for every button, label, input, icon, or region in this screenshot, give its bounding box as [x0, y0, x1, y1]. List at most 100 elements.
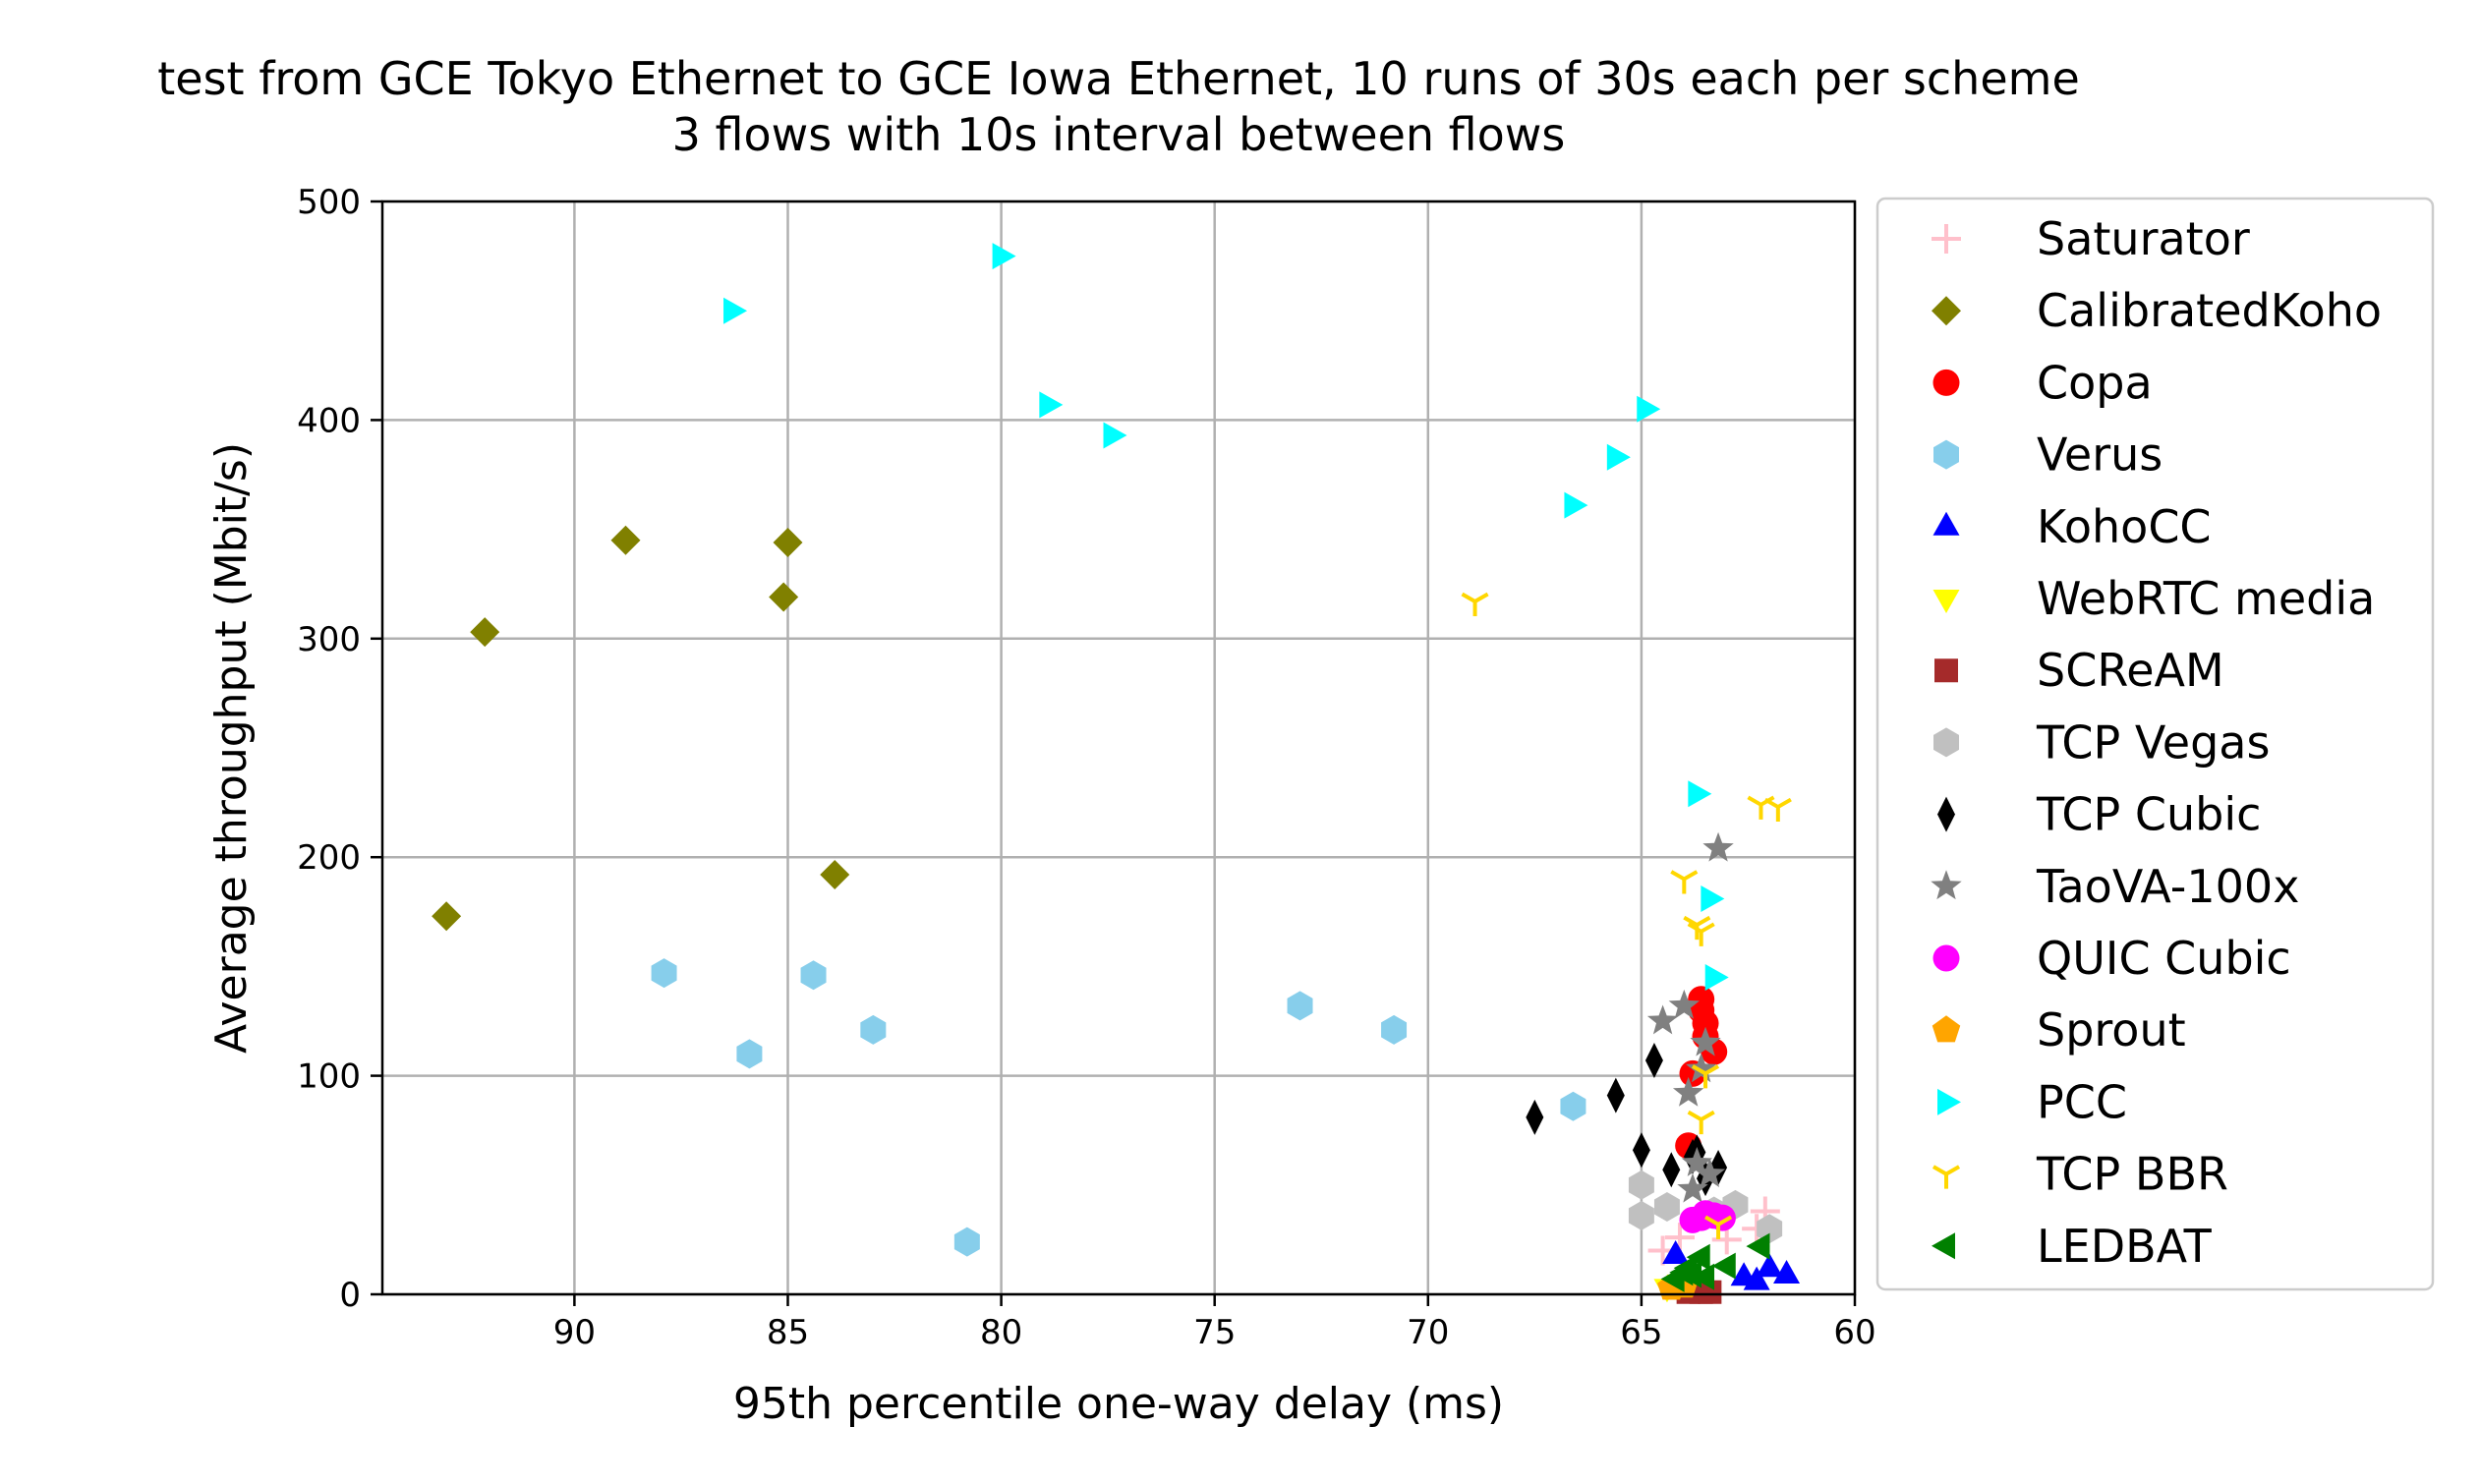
legend-label: QUIC Cubic [2037, 932, 2291, 985]
legend-marker [1932, 1165, 1961, 1189]
data-point [1672, 1076, 1704, 1107]
data-point [1687, 922, 1715, 946]
data-point [1103, 422, 1127, 449]
legend-label: Copa [2037, 356, 2153, 409]
series-kohocc [1662, 1239, 1801, 1290]
legend-label: TCP BBR [2036, 1148, 2228, 1201]
grid-lines [382, 200, 1857, 1296]
data-point [992, 243, 1016, 270]
legend-frame [1875, 197, 2435, 1291]
data-point [1632, 1132, 1650, 1169]
legend-label: Saturator [2037, 212, 2250, 265]
data-point [1668, 989, 1701, 1019]
y-tick-label: 0 [339, 1276, 361, 1315]
legend-item: CalibratedKoho [1932, 284, 2382, 337]
legend-label: KohoCC [2037, 500, 2212, 553]
data-point [1711, 1252, 1736, 1280]
y-tick-label: 100 [297, 1057, 361, 1097]
data-point [1704, 964, 1729, 992]
y-tick-label: 400 [297, 401, 361, 440]
data-point [1662, 1152, 1681, 1188]
legend-marker [1937, 796, 1955, 832]
x-tick-label: 70 [1407, 1313, 1449, 1352]
data-point [1746, 1232, 1770, 1260]
data-point [953, 1227, 980, 1257]
legend-item: TaoVA-100x [1931, 860, 2299, 913]
series-calibratedkoho [432, 525, 850, 932]
legend-item: Sprout [1932, 1003, 2186, 1056]
data-point [800, 960, 827, 991]
legend-label: SCReAM [2037, 644, 2224, 697]
data-point [1637, 395, 1661, 423]
series-taova-100x [1646, 831, 1734, 1203]
x-tick-label: 65 [1620, 1313, 1662, 1352]
data-point [1708, 1204, 1736, 1231]
data-point [1694, 1158, 1726, 1188]
legend-label: Verus [2037, 428, 2163, 482]
data-point [1681, 1147, 1713, 1176]
x-axis-label: 95th percentile one-way delay (ms) [733, 1379, 1504, 1429]
y-tick-label: 300 [297, 620, 361, 659]
x-tick-label: 80 [980, 1313, 1022, 1352]
legend-label: Sprout [2037, 1003, 2186, 1056]
plot-frame [380, 200, 1857, 1296]
data-point [1757, 1214, 1783, 1244]
legend-item: Verus [1933, 428, 2163, 482]
data-point [1687, 1110, 1715, 1135]
data-point [1381, 1014, 1408, 1045]
y-tick-label: 200 [297, 838, 361, 878]
legend-item: WebRTC media [1932, 572, 2375, 625]
series-tcp-bbr [1461, 592, 1792, 1239]
x-tick-label: 85 [767, 1313, 809, 1352]
x-tick-label: 75 [1193, 1313, 1236, 1352]
legend-marker [1932, 369, 1960, 396]
legend-item: Copa [1932, 356, 2153, 409]
legend-marker [1932, 944, 1960, 972]
data-point [432, 901, 462, 932]
data-point [1702, 831, 1734, 862]
legend-label: PCC [2037, 1075, 2127, 1128]
series-verus [651, 958, 1586, 1257]
legend-marker [1934, 658, 1958, 683]
data-point [651, 958, 677, 989]
data-point [1644, 1043, 1663, 1079]
legend-marker [1932, 224, 1961, 254]
data-point [610, 525, 641, 555]
data-point [1653, 1192, 1680, 1223]
data-point [860, 1014, 887, 1045]
legend-marker [1937, 1088, 1961, 1115]
legend-marker [1932, 511, 1960, 536]
data-point [1628, 1170, 1654, 1200]
legend-label: TCP Vegas [2036, 715, 2270, 769]
data-point [1773, 1259, 1801, 1284]
legend-item: PCC [1937, 1075, 2127, 1128]
x-tick-label: 90 [553, 1313, 596, 1352]
data-point [1662, 1239, 1690, 1264]
chart-title-line-1: test from GCE Tokyo Ethernet to GCE Iowa… [157, 52, 2080, 105]
legend-item: TCP BBR [1932, 1148, 2228, 1201]
data-point [1677, 1172, 1708, 1203]
legend-marker [1932, 296, 1961, 326]
data-points [432, 243, 1801, 1304]
legend-item: LEDBAT [1932, 1220, 2213, 1273]
legend-item: Saturator [1932, 212, 2250, 265]
legend-item: TCP Vegas [1933, 715, 2270, 769]
data-point [1628, 1200, 1654, 1230]
data-point [1698, 1280, 1722, 1304]
data-point [1691, 1064, 1720, 1089]
legend-marker [1932, 590, 1960, 613]
data-point [1756, 1253, 1783, 1278]
chart-title-line-2: 3 flows with 10s interval between flows [672, 108, 1566, 161]
data-point [1669, 1259, 1694, 1286]
legend-marker [1932, 1232, 1955, 1260]
legend-label: CalibratedKoho [2037, 284, 2382, 337]
data-point [769, 582, 799, 612]
legend-label: TaoVA-100x [2036, 860, 2299, 913]
data-point [1701, 885, 1725, 912]
data-point [1560, 1091, 1586, 1121]
series-ledbat [1660, 1232, 1770, 1292]
data-point [1564, 491, 1588, 519]
legend-label: LEDBAT [2037, 1220, 2213, 1273]
